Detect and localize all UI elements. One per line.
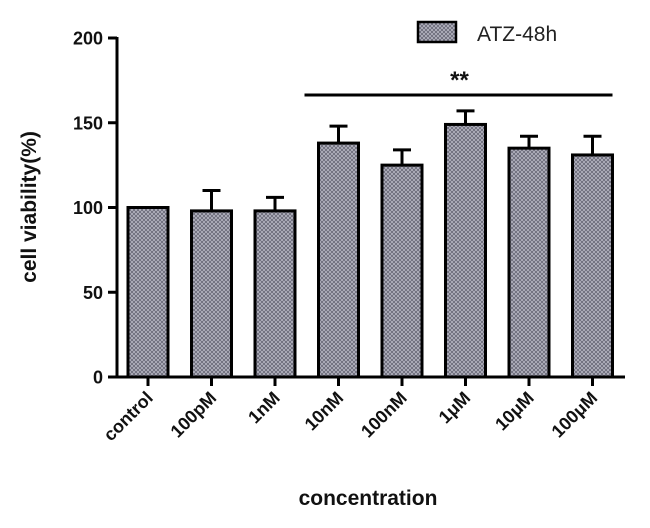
y-tick-label: 150 <box>73 113 103 133</box>
bar-100nM <box>380 163 424 379</box>
x-tick-label: 10nM <box>301 388 348 435</box>
x-ticks: control 100pM 1nM 10nM 100nM 1μM 10μM 100μM <box>100 377 602 445</box>
y-tick-label: 0 <box>93 368 103 388</box>
x-tick-label: 100μM <box>548 388 602 442</box>
y-axis-title: cell viability(%) <box>18 131 41 283</box>
y-tick-label: 50 <box>83 283 103 303</box>
bar-100pM <box>190 209 233 379</box>
bar-control <box>126 206 170 379</box>
bars-layer <box>126 122 614 379</box>
x-axis-title: concentration <box>299 487 438 510</box>
x-tick-label: 1nM <box>244 388 284 428</box>
x-tick-label: 10μM <box>491 388 538 435</box>
bar-10μM <box>507 146 551 379</box>
bar-100μM <box>571 153 614 379</box>
y-tick-label: 200 <box>73 29 103 49</box>
bar-1nM <box>253 209 297 379</box>
x-tick-label: 100nM <box>357 388 411 442</box>
legend: ATZ-48h <box>416 20 557 46</box>
x-tick-label: 1μM <box>435 388 475 428</box>
error-bars-layer <box>202 109 602 211</box>
y-tick-label: 100 <box>73 198 103 218</box>
y-ticks: 0 50 100 150 200 <box>73 29 117 388</box>
legend-label: ATZ-48h <box>477 23 557 46</box>
x-tick-label: control <box>100 388 157 445</box>
bar-10nM <box>317 141 360 379</box>
significance-label: ** <box>450 67 469 94</box>
x-tick-label: 100pM <box>167 388 221 442</box>
significance-annotation: ** <box>304 67 613 97</box>
bar-1μM <box>444 122 487 379</box>
legend-swatch <box>416 20 458 44</box>
